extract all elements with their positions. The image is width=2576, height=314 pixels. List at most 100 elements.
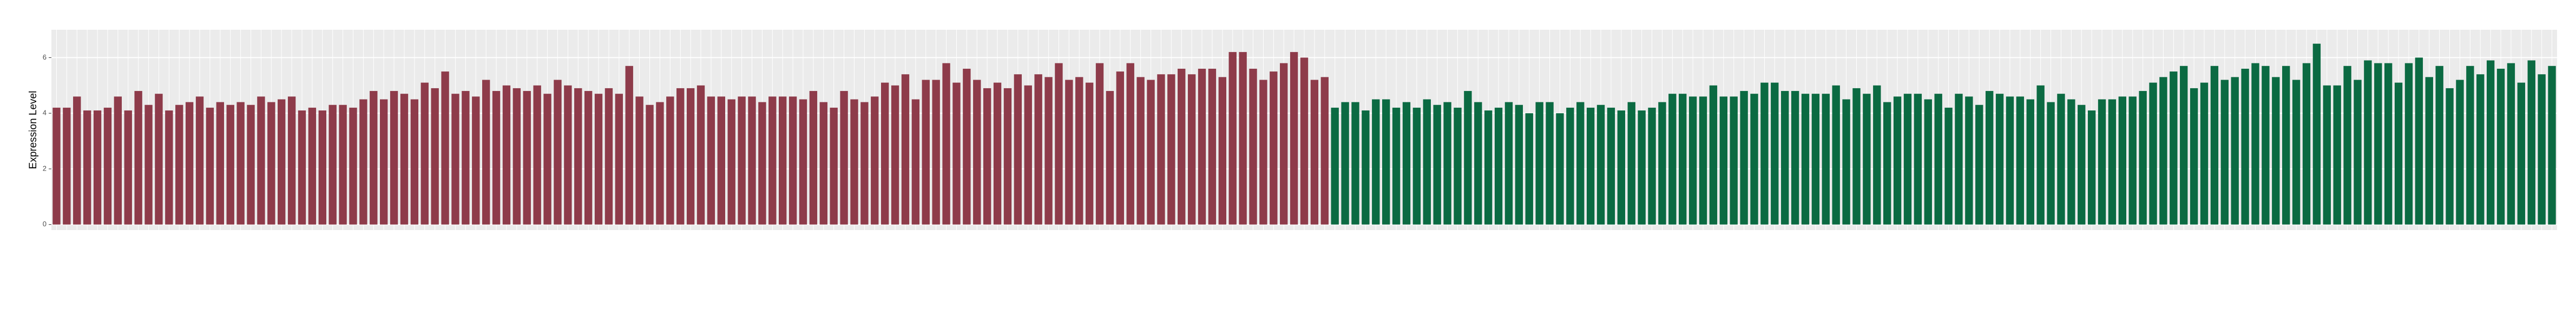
bar	[2139, 91, 2147, 225]
bar	[1679, 94, 1687, 225]
bar	[1443, 102, 1451, 225]
bar	[1331, 107, 1339, 225]
bar	[1014, 74, 1022, 225]
bar	[2466, 66, 2474, 225]
bar	[1259, 80, 1267, 225]
bar	[2006, 96, 2014, 225]
bar	[2548, 66, 2556, 225]
bar	[195, 96, 204, 225]
bar	[328, 104, 337, 225]
bar	[973, 80, 981, 225]
bar	[2251, 63, 2259, 225]
bar	[1147, 80, 1155, 225]
bar	[1801, 94, 1810, 225]
bar	[114, 96, 122, 225]
bar	[370, 91, 378, 225]
bar	[1320, 77, 1329, 225]
bar	[1832, 85, 1840, 225]
bar	[1985, 91, 1994, 225]
bar	[2323, 85, 2331, 225]
bar	[922, 80, 930, 225]
bar	[1423, 99, 1431, 225]
bar	[1515, 104, 1523, 225]
bar	[1709, 85, 1718, 225]
bar	[1300, 57, 1309, 225]
bar	[1024, 85, 1032, 225]
bar	[1658, 102, 1666, 225]
bar	[738, 96, 746, 225]
bar	[1034, 74, 1042, 225]
bar	[1740, 91, 1748, 225]
bar	[1270, 71, 1278, 225]
bar	[1873, 85, 1881, 225]
bar	[2292, 80, 2301, 225]
bar	[2057, 94, 2065, 225]
bar	[2159, 77, 2167, 225]
bar	[942, 63, 950, 225]
bar	[604, 88, 613, 225]
bar	[462, 91, 470, 225]
bar	[451, 94, 459, 225]
y-tick-label: 0	[43, 220, 47, 228]
bar	[2312, 43, 2321, 225]
bar	[1596, 104, 1605, 225]
bar	[523, 91, 531, 225]
bar	[748, 96, 756, 225]
bar	[594, 94, 603, 225]
bar	[1965, 96, 1973, 225]
bar	[696, 85, 705, 225]
bar	[2170, 71, 2178, 225]
bar	[2282, 66, 2290, 225]
bar	[1617, 110, 1626, 225]
bar	[124, 110, 132, 225]
bar	[1944, 107, 1953, 225]
bar	[1975, 104, 1983, 225]
bar	[2538, 74, 2546, 225]
bar	[850, 99, 858, 225]
bar	[1218, 77, 1226, 225]
bar	[983, 88, 991, 225]
bar	[1760, 82, 1769, 225]
bar	[1914, 94, 1922, 225]
bar	[2231, 77, 2239, 225]
bar	[1228, 52, 1237, 225]
bar	[1494, 107, 1503, 225]
bar	[287, 96, 296, 225]
bar	[788, 96, 797, 225]
bar	[1638, 110, 1646, 225]
bar	[1955, 94, 1963, 225]
bar	[1648, 107, 1656, 225]
bar	[1576, 102, 1585, 225]
bar	[2128, 96, 2137, 225]
bar	[768, 96, 777, 225]
bar	[1178, 68, 1186, 225]
bar	[1382, 99, 1390, 225]
bar	[993, 82, 1002, 225]
bar	[871, 96, 879, 225]
y-tick-label: 6	[43, 53, 47, 61]
bar	[359, 99, 367, 225]
bar	[952, 82, 961, 225]
bar	[1627, 102, 1635, 225]
bar	[1781, 91, 1789, 225]
bar	[2098, 99, 2106, 225]
bar	[2404, 63, 2413, 225]
bar	[1750, 94, 1758, 225]
bar	[1934, 94, 1942, 225]
bar	[1362, 110, 1370, 225]
bar	[2108, 99, 2117, 225]
bar	[543, 94, 551, 225]
bar	[1055, 63, 1063, 225]
bar	[676, 88, 685, 225]
bar	[83, 110, 91, 225]
bar	[472, 96, 480, 225]
bar	[2517, 82, 2526, 225]
bar	[2149, 82, 2157, 225]
bar	[830, 107, 838, 225]
bar	[707, 96, 715, 225]
bar	[52, 107, 61, 225]
bar	[1341, 102, 1349, 225]
bar	[155, 94, 163, 225]
bar	[727, 99, 735, 225]
